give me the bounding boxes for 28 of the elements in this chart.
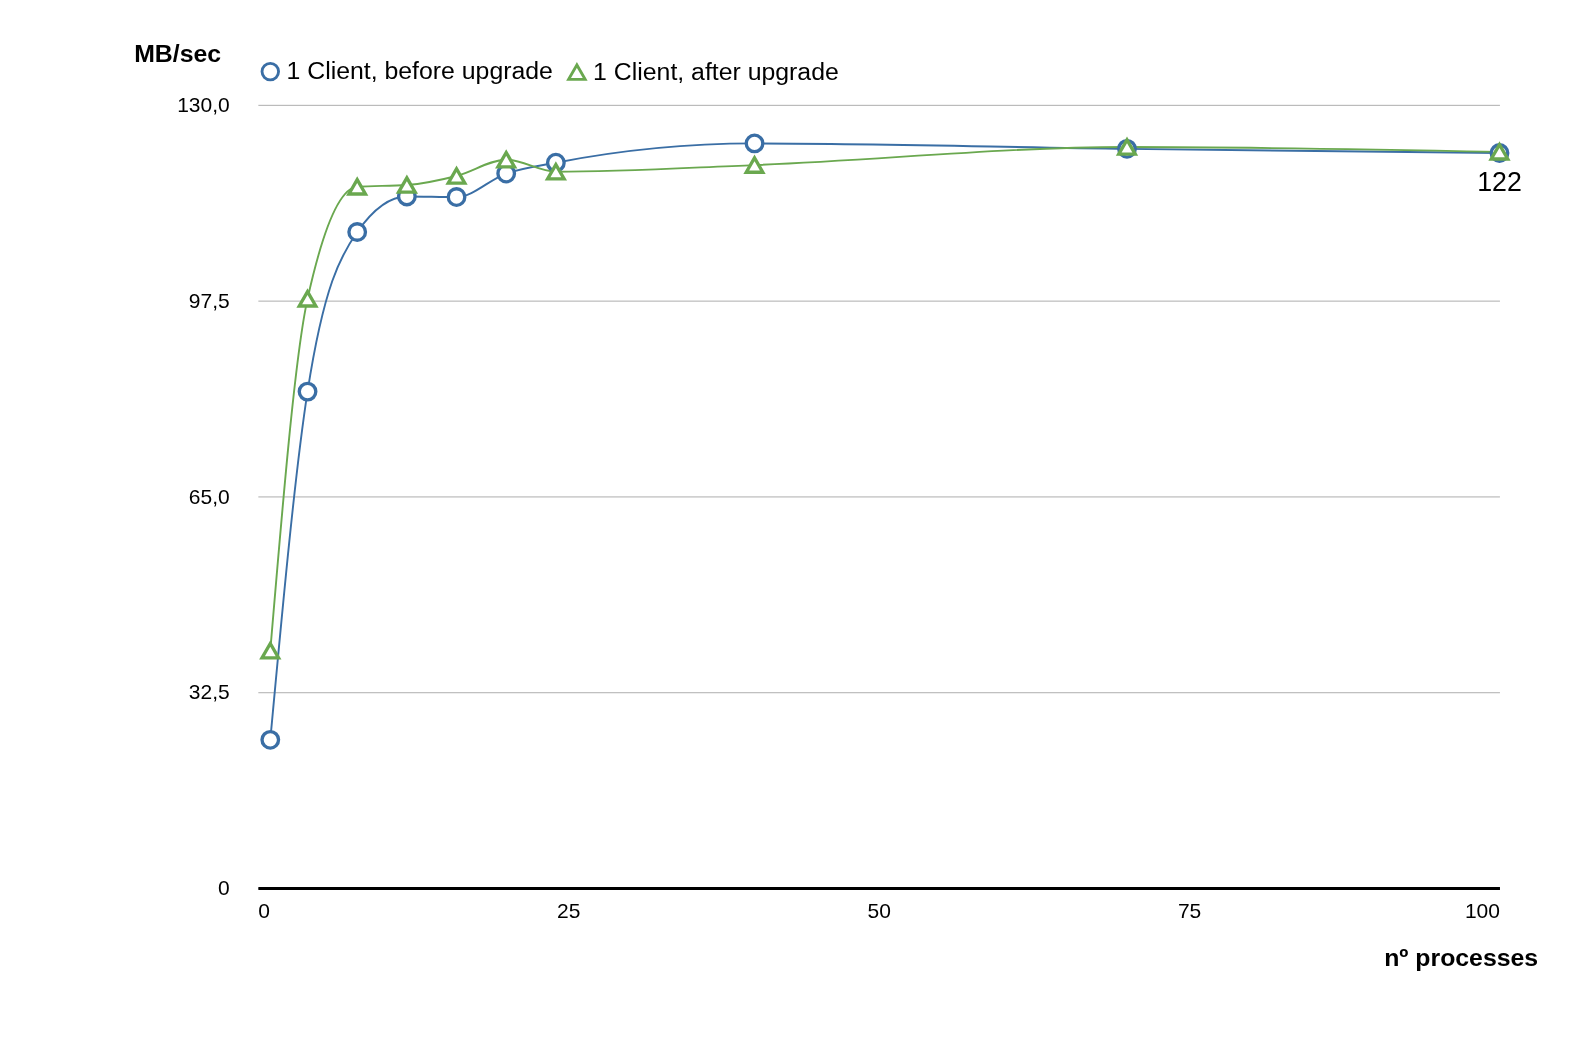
legend-label: 1 Client, after upgrade — [593, 57, 839, 85]
point — [297, 290, 318, 308]
y-tick-label: 65,0 — [188, 484, 230, 508]
point — [347, 177, 368, 196]
data-label: 122 — [1477, 167, 1522, 198]
y-tick-label: 130,0 — [177, 93, 230, 117]
point — [260, 641, 281, 660]
y-tick-label: 32,5 — [188, 680, 230, 704]
point — [446, 167, 467, 185]
x-axis-title: nº processes — [1384, 943, 1539, 971]
y-tick-label: 0 — [218, 876, 230, 900]
x-tick-label: 75 — [1177, 899, 1202, 923]
point — [396, 176, 417, 194]
x-tick-label: 25 — [557, 899, 581, 923]
x-tick-label: 100 — [1464, 899, 1500, 923]
y-axis-title: MB/sec — [134, 40, 222, 68]
point — [744, 133, 765, 154]
x-tick-label: 50 — [867, 899, 891, 923]
point — [545, 162, 566, 181]
point — [260, 729, 281, 750]
y-tick-label: 97,5 — [188, 288, 230, 312]
point — [744, 156, 765, 174]
x-tick-label: 0 — [258, 899, 271, 923]
point — [496, 150, 517, 169]
point — [347, 222, 368, 242]
legend-label: 1 Client, before upgrade — [286, 57, 553, 85]
point — [297, 381, 318, 402]
point — [446, 187, 467, 207]
